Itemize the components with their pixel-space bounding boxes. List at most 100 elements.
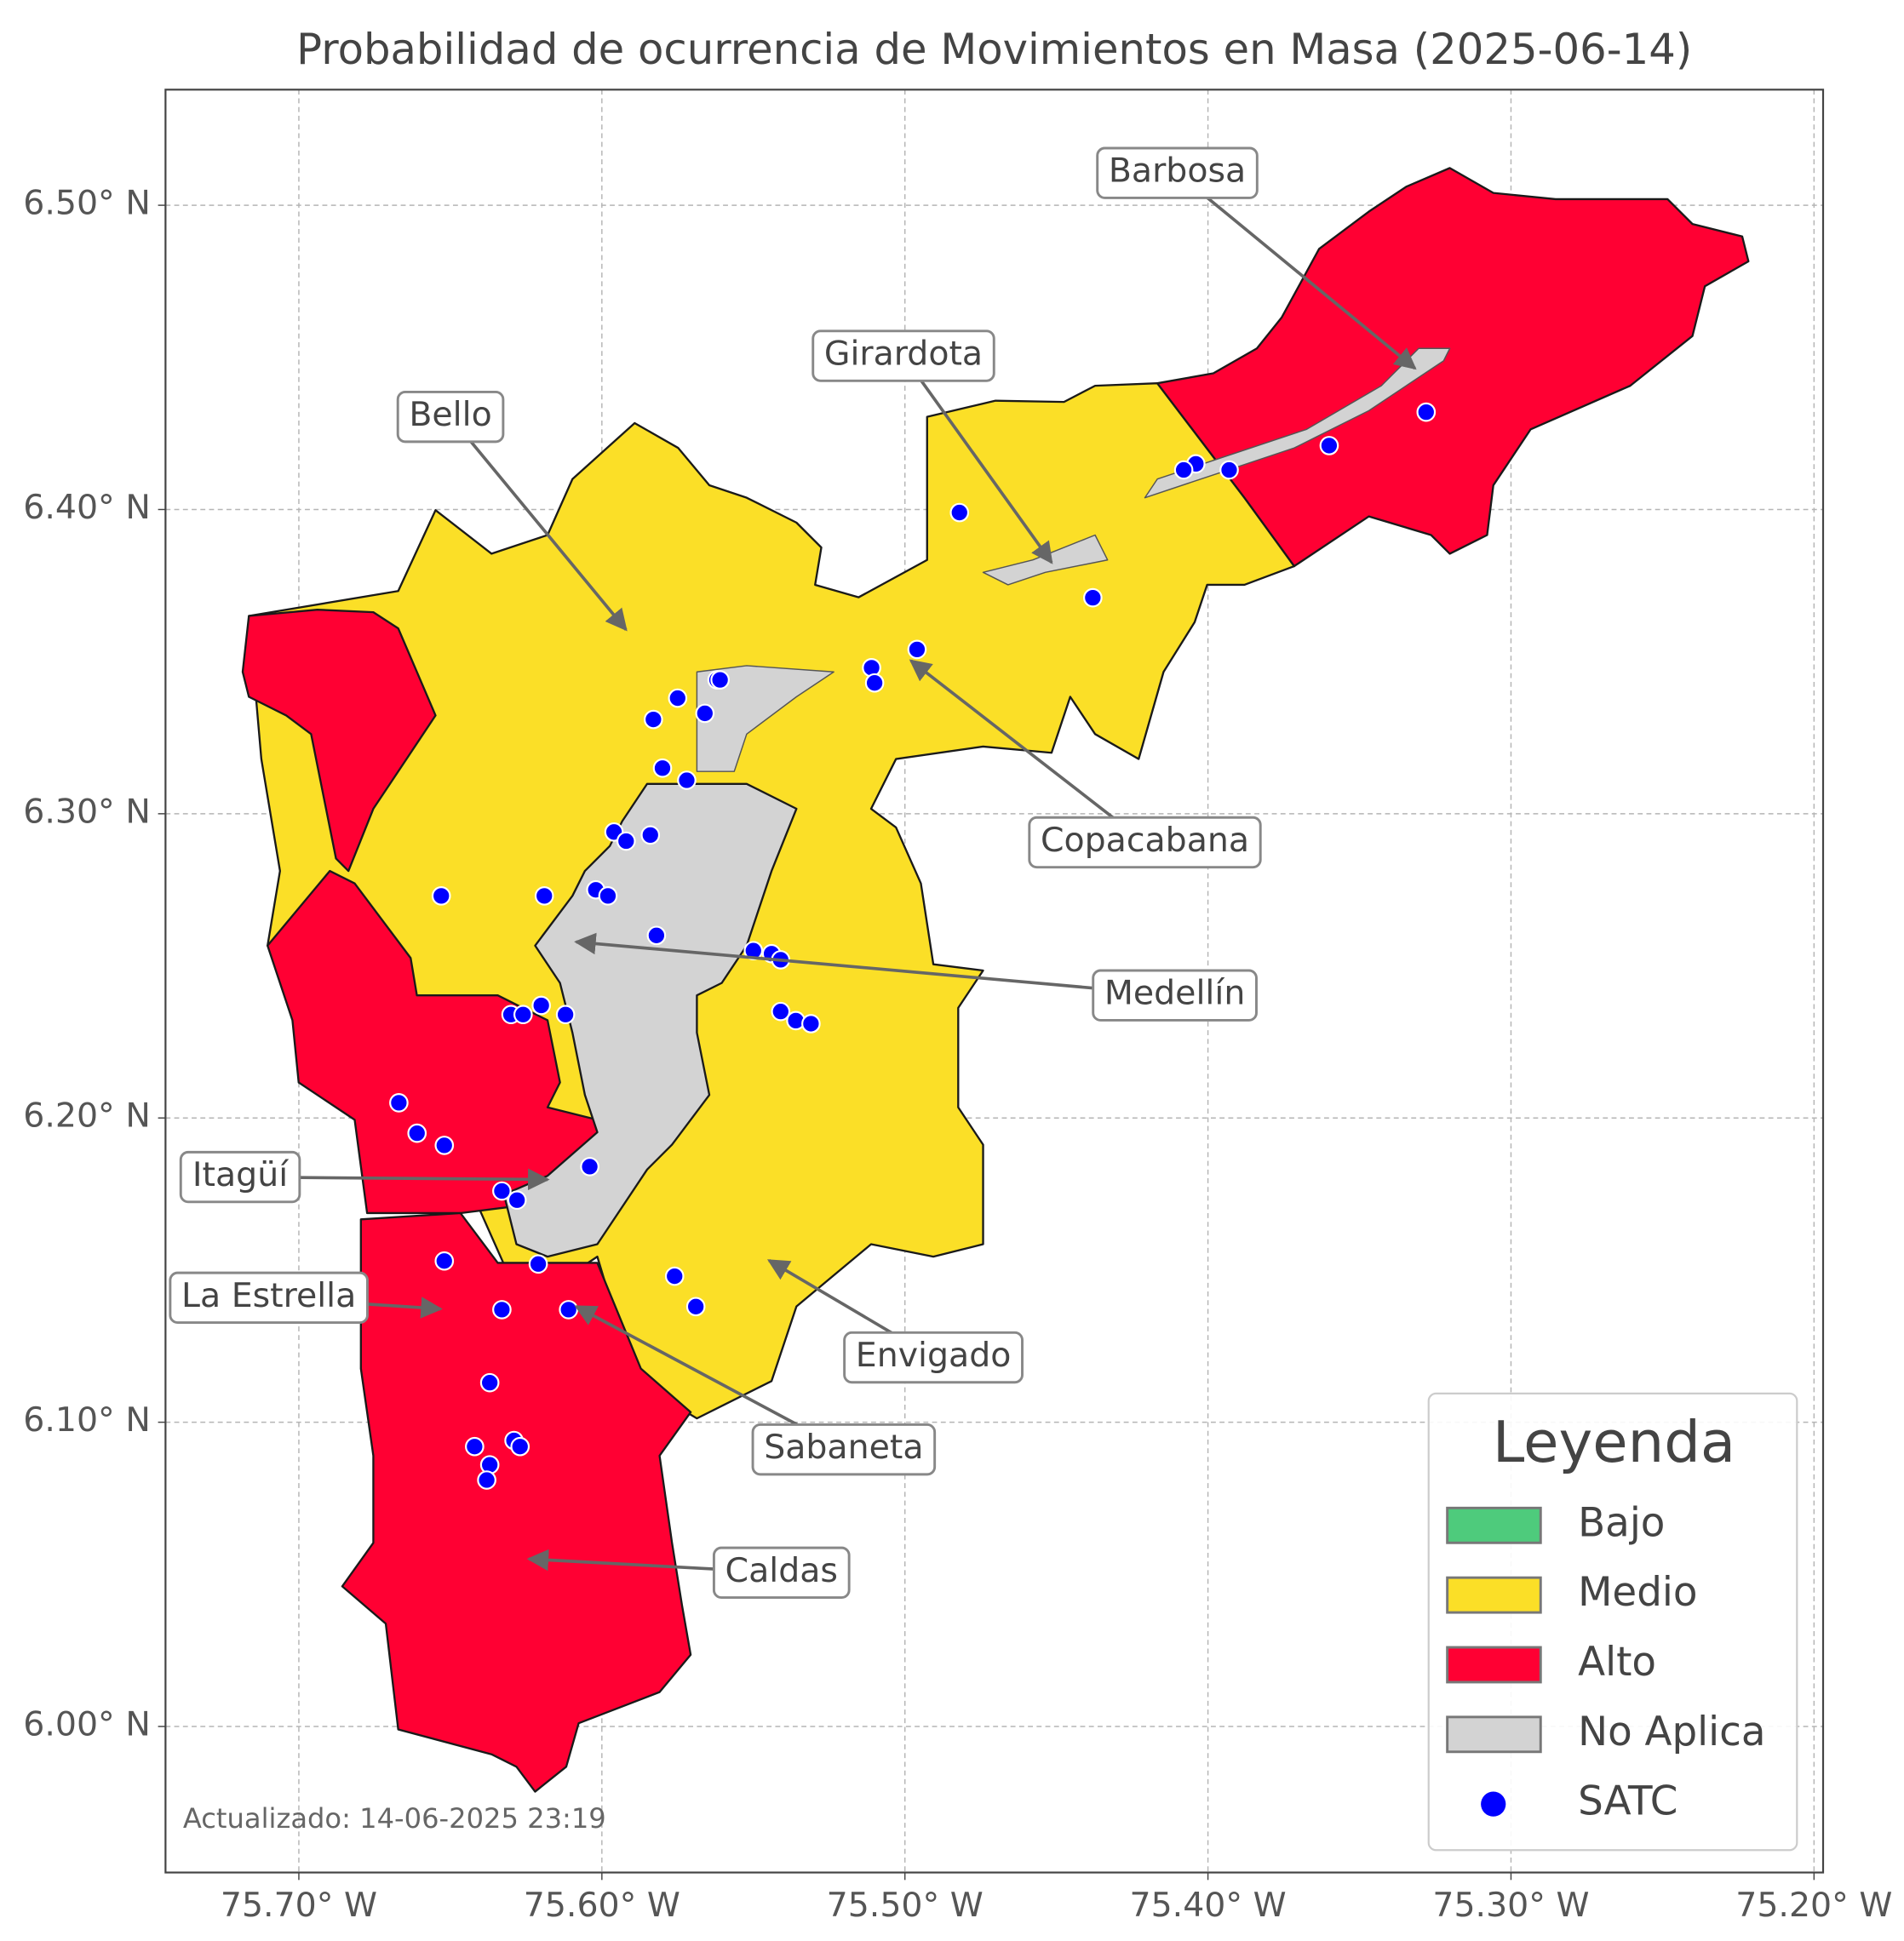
region-no-aplica <box>696 665 834 772</box>
regions <box>241 167 1750 1793</box>
satc-point <box>644 709 663 730</box>
satc-point <box>685 1297 706 1317</box>
satc-point <box>907 639 927 660</box>
annotation-box <box>1096 146 1259 199</box>
satc-point <box>407 1123 427 1143</box>
satc-point <box>616 831 636 851</box>
y-tick-label: 6.40° N <box>23 488 151 527</box>
legend: Leyenda Bajo Medio Alto No Aplica SATC <box>1427 1392 1798 1852</box>
satc-point <box>668 688 688 708</box>
annotation-box <box>1092 969 1258 1022</box>
satc-point <box>580 1157 599 1177</box>
annotation-label: Sabaneta <box>764 1428 923 1467</box>
legend-label: SATC <box>1578 1779 1677 1825</box>
annotation-label: Barbosa <box>1109 152 1246 191</box>
satc-point <box>465 1436 485 1457</box>
legend-label: No Aplica <box>1578 1709 1765 1755</box>
y-tick-label: 6.50° N <box>23 184 151 223</box>
satc-point <box>710 670 730 690</box>
satc-point <box>652 758 673 778</box>
satc-point <box>1219 460 1239 480</box>
annotation-box <box>811 329 995 382</box>
annotation-box <box>169 1271 369 1325</box>
satc-point <box>864 673 885 693</box>
satc-point <box>1416 402 1437 422</box>
region-alto <box>241 609 437 873</box>
satc-point <box>949 502 970 523</box>
legend-label: Alto <box>1578 1640 1656 1686</box>
update-note: Actualizado: 14-06-2025 23:19 <box>183 1802 606 1835</box>
satc-point <box>534 886 554 906</box>
annotation-box <box>1028 816 1262 869</box>
annotation-label: Girardota <box>824 335 983 374</box>
region-no-aplica <box>502 782 798 1258</box>
annotation-box <box>712 1546 851 1600</box>
x-tick-label: 75.40° W <box>1130 1886 1287 1925</box>
map-frame <box>164 89 1825 1874</box>
satc-point <box>801 1014 821 1033</box>
x-tick-label: 75.50° W <box>827 1886 984 1925</box>
x-tick-label: 75.30° W <box>1432 1886 1589 1925</box>
satc-point <box>531 995 551 1016</box>
y-tick-label: 6.10° N <box>23 1400 151 1440</box>
satc-point <box>528 1254 548 1274</box>
satc-point <box>1319 436 1339 455</box>
annotation-label: Copacabana <box>1041 821 1249 860</box>
satc-point <box>646 925 667 946</box>
legend-swatch <box>1446 1576 1542 1614</box>
satc-point <box>640 825 661 845</box>
legend-label: Medio <box>1578 1570 1697 1616</box>
satc-point <box>434 1251 455 1271</box>
annotation-box <box>179 1150 301 1204</box>
satc-point <box>771 1001 791 1022</box>
satc-point <box>1083 587 1103 608</box>
y-tick-label: 6.30° N <box>23 792 151 831</box>
region-no-aplica <box>1144 347 1451 499</box>
annotations: Barbosa Girardota Bello Copacabana Medellín I… <box>169 146 1417 1600</box>
satc-point <box>555 1005 576 1025</box>
map-title: Probabilidad de ocurrencia de Movimiento… <box>296 25 1692 74</box>
legend-swatch <box>1446 1715 1542 1754</box>
satc-point <box>479 1372 500 1393</box>
annotation-box <box>396 390 505 444</box>
annotation-label: Itagüí <box>192 1155 289 1194</box>
satc-point <box>434 1136 455 1155</box>
legend-swatch <box>1446 1646 1542 1684</box>
x-tick-label: 75.20° W <box>1735 1886 1892 1925</box>
axis-ticks: 75.70° W 75.60° W 75.50° W 75.40° W 75.30° W… <box>23 184 1892 1925</box>
annotation-label: Envigado <box>856 1336 1012 1375</box>
annotation-label: Medellín <box>1104 974 1245 1013</box>
y-tick-label: 6.20° N <box>23 1096 151 1136</box>
region-alto <box>1156 167 1750 568</box>
satc-point <box>492 1300 512 1320</box>
legend-title: Leyenda <box>1493 1409 1735 1475</box>
annotation-box <box>843 1331 1024 1384</box>
legend-label: Bajo <box>1578 1500 1665 1546</box>
legend-marker <box>1481 1791 1506 1817</box>
satc-point <box>677 770 697 790</box>
satc-point <box>510 1436 530 1457</box>
satc-point <box>664 1266 685 1286</box>
annotation-arrow <box>909 659 1146 844</box>
satc-point <box>477 1470 496 1490</box>
y-tick-label: 6.00° N <box>23 1705 151 1744</box>
annotation-arrow <box>1176 171 1417 370</box>
satc-point <box>743 941 764 961</box>
annotation-arrow <box>902 354 1053 564</box>
satc-point <box>598 886 618 906</box>
satc-point <box>513 1005 533 1025</box>
annotation-label: Caldas <box>725 1551 838 1590</box>
annotation-label: Bello <box>409 395 491 434</box>
annotation-arrow <box>574 932 1175 998</box>
legend-swatch <box>1446 1506 1542 1544</box>
annotation-arrow <box>449 415 628 632</box>
annotation-box <box>751 1423 937 1476</box>
annotation-label: La Estrella <box>181 1276 356 1315</box>
satc-point <box>431 886 451 906</box>
x-tick-label: 75.70° W <box>221 1886 377 1925</box>
satc-point <box>507 1190 527 1211</box>
region-alto <box>341 1211 692 1793</box>
satc-point <box>559 1300 579 1320</box>
